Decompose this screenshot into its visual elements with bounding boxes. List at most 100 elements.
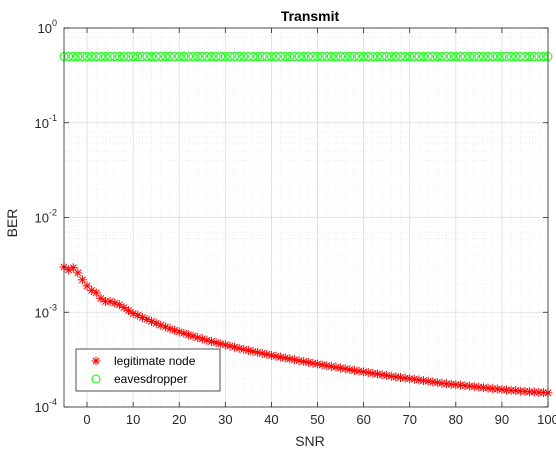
eavesdropper-point: [202, 52, 212, 62]
eavesdropper-point: [105, 52, 115, 62]
y-tick-label-base: 10: [35, 116, 49, 131]
eavesdropper-point: [340, 52, 350, 62]
x-tick-label: 40: [264, 412, 278, 427]
eavesdropper-point: [230, 52, 240, 62]
legitimate-node-point: [428, 377, 438, 387]
eavesdropper-point: [294, 52, 304, 62]
eavesdropper-point: [478, 52, 488, 62]
eavesdropper-point: [488, 52, 498, 62]
eavesdropper-point: [216, 52, 226, 62]
x-tick-label: 30: [218, 412, 232, 427]
eavesdropper-point: [428, 52, 438, 62]
y-tick-label: 10-4: [35, 397, 57, 415]
eavesdropper-point: [248, 52, 258, 62]
eavesdropper-point: [331, 52, 341, 62]
legitimate-node-point: [349, 365, 359, 375]
eavesdropper-point: [77, 52, 87, 62]
legitimate-node-point: [400, 373, 410, 383]
legitimate-node-point: [423, 376, 433, 386]
legitimate-node-point: [492, 384, 502, 394]
eavesdropper-point: [359, 52, 369, 62]
eavesdropper-point: [114, 52, 124, 62]
x-tick-label: 70: [402, 412, 416, 427]
eavesdropper-point: [322, 52, 332, 62]
y-tick-label-exponent: -3: [49, 302, 57, 312]
eavesdropper-point: [469, 52, 479, 62]
x-tick-label: 80: [449, 412, 463, 427]
y-axis-label: BER: [4, 209, 20, 238]
eavesdropper-point: [82, 52, 92, 62]
legitimate-node-point: [73, 268, 83, 278]
legitimate-node-point: [96, 293, 106, 303]
eavesdropper-point: [423, 52, 433, 62]
eavesdropper-point: [409, 52, 419, 62]
x-tick-label: 60: [356, 412, 370, 427]
eavesdropper-point: [225, 52, 235, 62]
eavesdropper-point: [354, 52, 364, 62]
legitimate-node-point: [354, 366, 364, 376]
eavesdropper-point: [492, 52, 502, 62]
legitimate-node-point: [317, 360, 327, 370]
legitimate-node-point: [469, 382, 479, 392]
x-tick-label: 20: [172, 412, 186, 427]
eavesdropper-point: [239, 52, 249, 62]
eavesdropper-point: [133, 52, 143, 62]
legitimate-node-point: [405, 374, 415, 384]
x-tick-label: 10: [126, 412, 140, 427]
eavesdropper-point: [243, 52, 253, 62]
eavesdropper-point: [515, 52, 525, 62]
eavesdropper-point: [363, 52, 373, 62]
eavesdropper-point: [137, 52, 147, 62]
legitimate-node-point: [216, 339, 226, 349]
eavesdropper-point: [395, 52, 405, 62]
y-tick-label-exponent: -2: [49, 208, 57, 218]
eavesdropper-point: [285, 52, 295, 62]
eavesdropper-point: [400, 52, 410, 62]
eavesdropper-point: [266, 52, 276, 62]
eavesdropper-point: [165, 52, 175, 62]
eavesdropper-point: [386, 52, 396, 62]
eavesdropper-point: [534, 52, 544, 62]
series-layer: [59, 52, 553, 398]
eavesdropper-point: [308, 52, 318, 62]
legend: legitimate node eavesdropper: [75, 348, 221, 392]
legitimate-node-point: [359, 367, 369, 377]
x-tick-label: 0: [83, 412, 90, 427]
eavesdropper-point: [96, 52, 106, 62]
eavesdropper-point: [253, 52, 263, 62]
eavesdropper-point: [124, 52, 134, 62]
eavesdropper-point: [497, 52, 507, 62]
legitimate-node-point: [124, 306, 134, 316]
legitimate-node-point: [179, 328, 189, 338]
eavesdropper-point: [197, 52, 207, 62]
chart-title: Transmit: [281, 8, 340, 24]
legend-asterisk-marker: [91, 356, 101, 366]
x-tick-label: 100: [537, 412, 556, 427]
eavesdropper-point: [303, 52, 313, 62]
legitimate-node-point: [419, 376, 429, 386]
legitimate-node-point: [414, 375, 424, 385]
y-tick-label-base: 10: [38, 21, 52, 36]
eavesdropper-point: [257, 52, 267, 62]
eavesdropper-point: [183, 52, 193, 62]
eavesdropper-point: [188, 52, 198, 62]
eavesdropper-point: [207, 52, 217, 62]
legitimate-node-point: [432, 378, 442, 388]
eavesdropper-point: [234, 52, 244, 62]
legend-box: [75, 348, 221, 392]
legend-label-legitimate-node: legitimate node: [114, 354, 196, 368]
eavesdropper-point: [345, 52, 355, 62]
eavesdropper-point: [174, 52, 184, 62]
legitimate-node-point: [497, 385, 507, 395]
eavesdropper-point: [377, 52, 387, 62]
eavesdropper-point: [289, 52, 299, 62]
legitimate-node-point: [197, 334, 207, 344]
eavesdropper-point: [271, 52, 281, 62]
eavesdropper-point: [529, 52, 539, 62]
eavesdropper-point: [211, 52, 221, 62]
eavesdropper-point: [414, 52, 424, 62]
eavesdropper-point: [100, 52, 110, 62]
eavesdropper-point: [382, 52, 392, 62]
